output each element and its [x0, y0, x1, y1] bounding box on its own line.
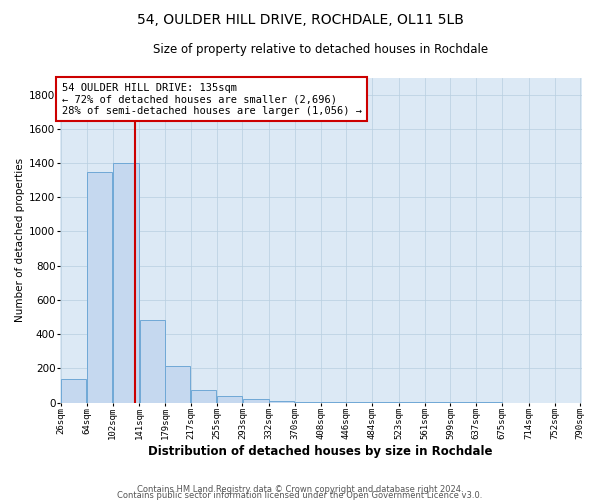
Bar [166, 366, 190, 403]
Text: Contains HM Land Registry data © Crown copyright and database right 2024.: Contains HM Land Registry data © Crown c… [137, 484, 463, 494]
X-axis label: Distribution of detached houses by size in Rochdale: Distribution of detached houses by size … [148, 444, 493, 458]
Bar [191, 390, 216, 402]
Title: Size of property relative to detached houses in Rochdale: Size of property relative to detached ho… [153, 42, 488, 56]
Bar [61, 378, 86, 402]
Text: 54 OULDER HILL DRIVE: 135sqm
← 72% of detached houses are smaller (2,696)
28% of: 54 OULDER HILL DRIVE: 135sqm ← 72% of de… [62, 82, 362, 116]
Bar [140, 320, 164, 402]
Y-axis label: Number of detached properties: Number of detached properties [15, 158, 25, 322]
Bar [269, 401, 295, 402]
Bar [113, 163, 139, 402]
Text: Contains public sector information licensed under the Open Government Licence v3: Contains public sector information licen… [118, 490, 482, 500]
Text: 54, OULDER HILL DRIVE, ROCHDALE, OL11 5LB: 54, OULDER HILL DRIVE, ROCHDALE, OL11 5L… [137, 12, 463, 26]
Bar [87, 172, 112, 402]
Bar [243, 399, 269, 402]
Bar [217, 396, 242, 402]
